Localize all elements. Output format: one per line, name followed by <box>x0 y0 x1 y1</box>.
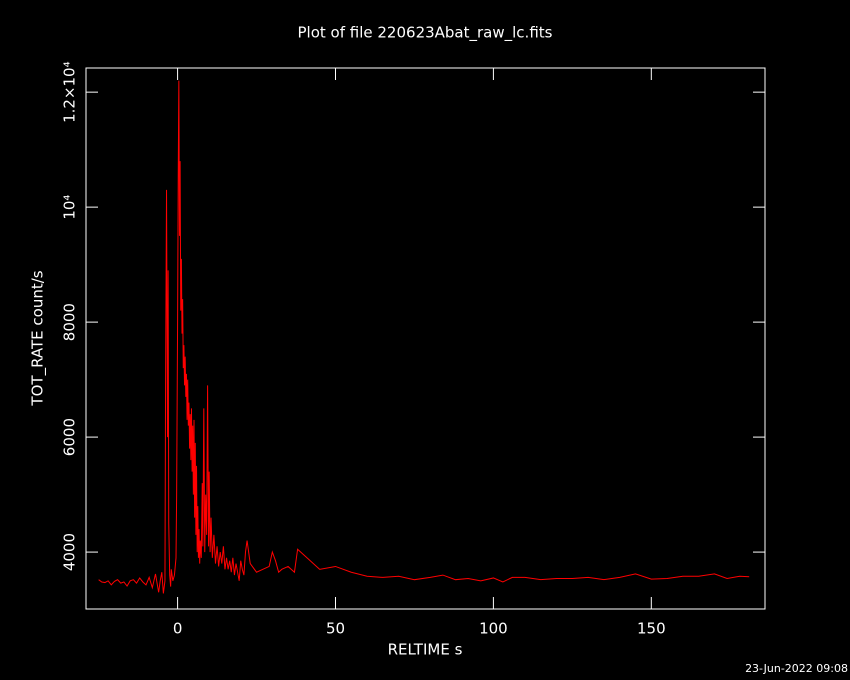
x-tick-label: 150 <box>637 620 666 638</box>
y-axis-label: TOT_RATE count/s <box>29 270 48 406</box>
chart-title: Plot of file 220623Abat_raw_lc.fits <box>298 24 553 43</box>
y-tick-label: 4000 <box>61 533 79 571</box>
timestamp: 23-Jun-2022 09:08 <box>745 662 848 675</box>
x-axis-label: RELTIME s <box>388 641 463 659</box>
light-curve <box>98 80 750 594</box>
y-tick-label: 10⁴ <box>61 195 79 220</box>
x-tick-label: 100 <box>479 620 508 638</box>
y-tick-label: 1.2×10⁴ <box>61 61 79 123</box>
x-tick-label: 50 <box>326 620 345 638</box>
plot-frame <box>85 67 766 610</box>
y-tick-label: 6000 <box>61 418 79 456</box>
y-tick-label: 8000 <box>61 303 79 341</box>
x-tick-label: 0 <box>173 620 183 638</box>
